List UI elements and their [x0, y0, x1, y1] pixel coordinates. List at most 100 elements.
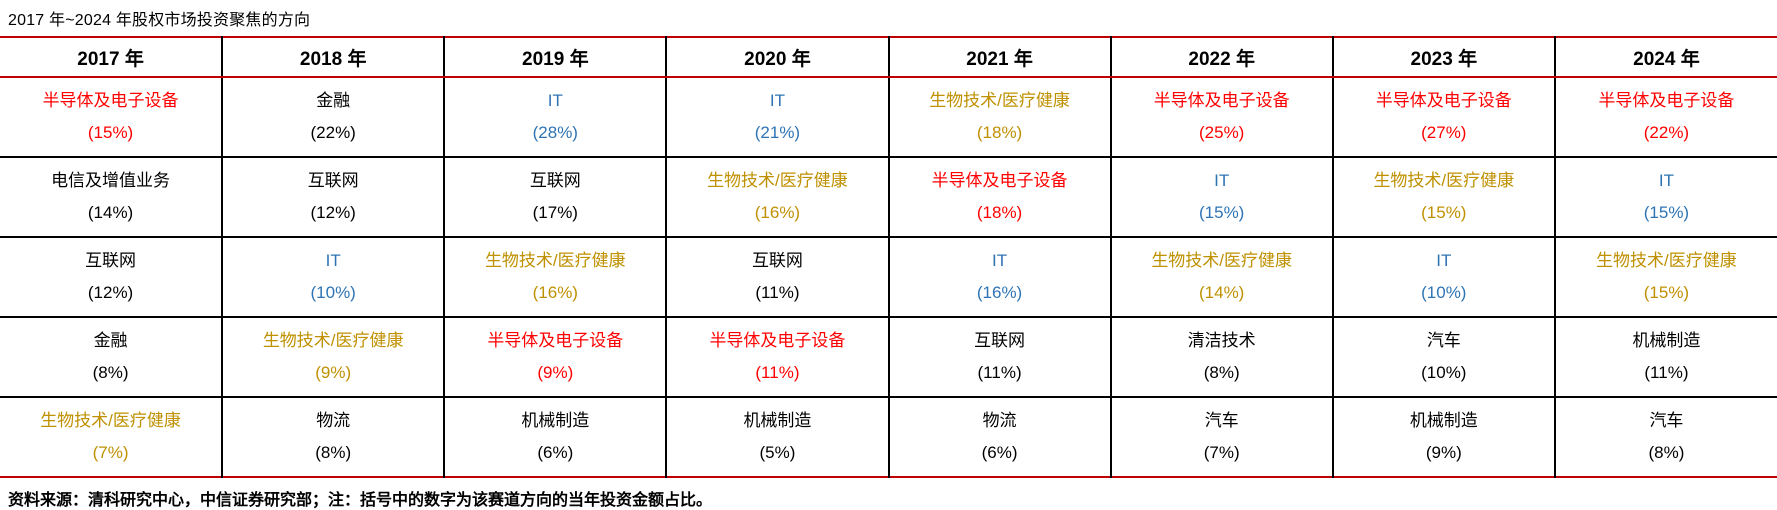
table-cell: 生物技术/医疗健康 (15%) [1553, 237, 1777, 318]
industry-name: IT [769, 91, 785, 110]
table-cell: 生物技术/医疗健康 (15%) [1331, 157, 1555, 238]
column-header-2020: 2020 年 [665, 37, 889, 78]
rank-row-4: 金融 (8%) 生物技术/医疗健康 (9%) 半导体及电子设备 (9%) 半导体及电子设备 (… [0, 317, 1777, 398]
industry-share: (12%) [87, 283, 134, 302]
industry-share: (27%) [1421, 123, 1467, 142]
table-cell: 汽车 (10%) [1331, 317, 1555, 398]
table-cell: 机械制造 (11%) [1553, 317, 1777, 398]
rank-row-3: 互联网 (12%) IT (10%) 生物技术/医疗健康 (16%) 互联网 (11%) IT (… [0, 237, 1777, 318]
table-cell: 物流 (6%) [887, 397, 1111, 477]
industry-share: (10%) [310, 283, 356, 302]
industry-name: 清洁技术 [1187, 331, 1256, 350]
industry-name: 机械制造 [743, 411, 812, 430]
column-header-2023: 2023 年 [1331, 37, 1555, 78]
table-cell: IT (15%) [1109, 157, 1333, 238]
industry-name: 半导体及电子设备 [931, 171, 1068, 190]
industry-name: IT [1214, 171, 1230, 190]
industry-name: 互联网 [974, 331, 1026, 350]
industry-share: (22%) [1643, 123, 1690, 142]
industry-share: (16%) [532, 283, 578, 302]
industry-name: 互联网 [751, 251, 803, 270]
table-cell: 生物技术/医疗健康 (9%) [221, 317, 445, 398]
industry-name: IT [325, 251, 341, 270]
table-cell: IT (10%) [221, 237, 445, 318]
table-cell: 金融 (8%) [0, 317, 223, 398]
report-figure: 2017 年~2024 年股权市场投资聚焦的方向 2017 年 2018 年 201… [0, 12, 1777, 509]
industry-name: 汽车 [1426, 331, 1461, 350]
table-cell: 机械制造 (5%) [665, 397, 889, 477]
industry-name: 生物技术/医疗健康 [40, 411, 181, 430]
header-row: 2017 年 2018 年 2019 年 2020 年 2021 年 2022 年 2023… [0, 37, 1777, 78]
focus-table: 2017 年 2018 年 2019 年 2020 年 2021 年 2022 年 2023… [0, 36, 1777, 478]
table-cell: 生物技术/医疗健康 (7%) [0, 397, 222, 477]
industry-share: (18%) [976, 203, 1023, 222]
industry-name: 半导体及电子设备 [42, 91, 179, 110]
table-cell: 生物技术/医疗健康 (14%) [1109, 237, 1333, 318]
industry-share: (10%) [1421, 363, 1467, 382]
industry-share: (16%) [754, 203, 801, 222]
industry-name: 互联网 [85, 251, 137, 270]
table-cell: 生物技术/医疗健康 (16%) [443, 237, 667, 318]
industry-name: 物流 [982, 411, 1017, 430]
industry-name: 生物技术/医疗健康 [262, 331, 404, 350]
rank-row-2: 电信及增值业务 (14%) 互联网 (12%) 互联网 (17%) 生物技术/医疗健康 (16… [0, 157, 1777, 238]
table-cell: IT (21%) [665, 77, 889, 158]
industry-share: (22%) [310, 123, 356, 142]
column-header-2018: 2018 年 [221, 37, 445, 78]
table-cell: 生物技术/医疗健康 (16%) [665, 157, 889, 238]
industry-name: IT [1658, 171, 1674, 190]
industry-name: 电信及增值业务 [51, 171, 171, 190]
table-cell: 半导体及电子设备 (9%) [443, 317, 667, 398]
table-cell: 半导体及电子设备 (18%) [887, 157, 1111, 238]
industry-share: (16%) [976, 283, 1023, 302]
industry-share: (18%) [976, 123, 1023, 142]
industry-share: (28%) [532, 123, 578, 142]
table-cell: 金融 (22%) [221, 77, 445, 158]
table-cell: IT (16%) [887, 237, 1111, 318]
column-header-2022: 2022 年 [1109, 37, 1333, 78]
industry-share: (9%) [315, 363, 352, 382]
industry-share: (7%) [1203, 443, 1240, 462]
table-cell: 电信及增值业务 (14%) [0, 157, 223, 238]
table-cell: 互联网 (11%) [665, 237, 889, 318]
industry-name: 机械制造 [1409, 411, 1478, 430]
figure-title: 2017 年~2024 年股权市场投资聚焦的方向 [8, 12, 311, 29]
column-header-2019: 2019 年 [443, 37, 667, 78]
industry-name: 生物技术/医疗健康 [929, 91, 1070, 110]
industry-share: (14%) [1199, 283, 1245, 302]
table-cell: 互联网 (11%) [887, 317, 1111, 398]
industry-name: 生物技术/医疗健康 [1373, 171, 1515, 190]
industry-name: 生物技术/医疗健康 [1596, 251, 1737, 270]
industry-name: 生物技术/医疗健康 [1151, 251, 1293, 270]
table-cell: IT (15%) [1553, 157, 1777, 238]
industry-name: 互联网 [307, 171, 359, 190]
industry-share: (6%) [981, 443, 1018, 462]
table-cell: 互联网 (12%) [221, 157, 445, 238]
column-header-2017: 2017 年 [0, 37, 223, 78]
industry-share: (9%) [1425, 443, 1462, 462]
table-cell: 半导体及电子设备 (27%) [1331, 77, 1555, 158]
industry-name: 机械制造 [521, 411, 590, 430]
industry-share: (11%) [755, 283, 800, 302]
industry-name: IT [992, 251, 1008, 270]
industry-name: 机械制造 [1632, 331, 1701, 350]
table-cell: 半导体及电子设备 (22%) [1553, 77, 1777, 158]
industry-share: (7%) [92, 443, 129, 462]
table-cell: 互联网 (12%) [0, 237, 223, 318]
table-cell: 汽车 (8%) [1553, 397, 1777, 477]
table-cell: 半导体及电子设备 (15%) [0, 77, 223, 158]
industry-share: (8%) [92, 363, 129, 382]
table-cell: 机械制造 (6%) [443, 397, 667, 477]
industry-share: (11%) [977, 363, 1022, 382]
industry-share: (8%) [1203, 363, 1240, 382]
column-header-2024: 2024 年 [1553, 37, 1777, 78]
industry-share: (15%) [1421, 203, 1467, 222]
table-body: 半导体及电子设备 (15%) 金融 (22%) IT (28%) IT (21%) 生物技术/医… [0, 77, 1777, 477]
rank-row-5: 生物技术/医疗健康 (7%) 物流 (8%) 机械制造 (6%) 机械制造 (5%) 物流 (6%… [0, 397, 1777, 477]
table-cell: 互联网 (17%) [443, 157, 667, 238]
industry-share: (25%) [1199, 123, 1245, 142]
table-cell: IT (28%) [443, 77, 667, 158]
industry-share: (8%) [315, 443, 352, 462]
industry-name: 生物技术/医疗健康 [484, 251, 626, 270]
table-cell: 半导体及电子设备 (11%) [665, 317, 889, 398]
